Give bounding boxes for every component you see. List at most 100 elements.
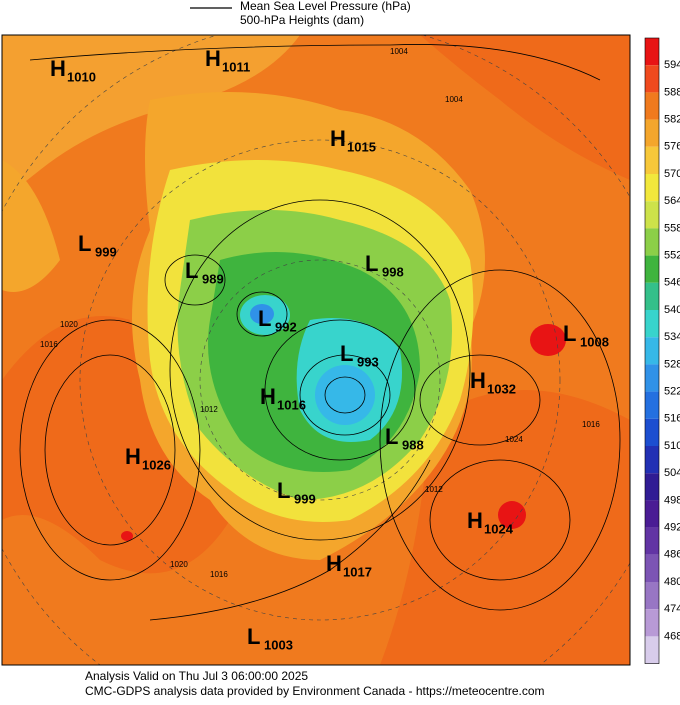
system-pressure: 1024 (484, 521, 514, 536)
isobar-label: 1004 (445, 95, 463, 104)
system-pressure: 1003 (264, 637, 293, 652)
isobar (169, 199, 471, 541)
isobar (149, 459, 431, 621)
colorbar-cell (645, 446, 659, 474)
system-letter: L (258, 306, 271, 331)
colorbar-label: 498 (664, 494, 680, 506)
height-region (420, 35, 630, 180)
colorbar-cell (645, 609, 659, 637)
colorbar-label: 528 (664, 358, 680, 370)
system-letter: H (467, 508, 483, 533)
colorbar-label: 534 (664, 331, 680, 343)
system-pressure: 1010 (67, 69, 96, 84)
colorbar-cell (645, 228, 659, 256)
isobar-label: 1020 (60, 320, 78, 329)
system-letter: L (340, 341, 353, 366)
colorbar-cell (645, 582, 659, 610)
height-region (121, 531, 133, 541)
isobar (44, 354, 176, 546)
system-pressure: 1015 (347, 139, 376, 154)
legend-pressure: Mean Sea Level Pressure (hPa) (240, 0, 411, 13)
colorbar-label: 570 (664, 168, 680, 180)
height-region (2, 35, 300, 200)
system-pressure: 999 (95, 244, 117, 259)
system-pressure: 1008 (580, 334, 609, 349)
colorbar-cell (645, 527, 659, 555)
colorbar-cell (645, 310, 659, 338)
system-letter: L (247, 624, 260, 649)
isobar (299, 354, 391, 436)
system-letter: H (260, 384, 276, 409)
colorbar-cell (645, 636, 659, 664)
colorbar-label: 510 (664, 440, 680, 452)
isobar-label: 1012 (425, 485, 443, 494)
height-region (250, 304, 274, 324)
footer-valid: Analysis Valid on Thu Jul 3 06:00:00 202… (85, 669, 308, 683)
system-pressure: 988 (402, 437, 424, 452)
footer-credit: CMC-GDPS analysis data provided by Envir… (85, 684, 545, 698)
system-letter: L (277, 478, 290, 503)
system-pressure: 1026 (142, 457, 171, 472)
system-letter: H (470, 368, 486, 393)
isobar-label: 1016 (40, 340, 58, 349)
system-pressure: 1032 (487, 381, 516, 396)
isobar-label: 1016 (582, 420, 600, 429)
colorbar-label: 480 (664, 576, 680, 588)
colorbar-label: 588 (664, 86, 680, 98)
map (1, 34, 631, 666)
colorbar-label: 474 (664, 603, 680, 615)
latitude-circle (199, 259, 441, 501)
colorbar-label: 558 (664, 222, 680, 234)
isobar (29, 44, 601, 81)
colorbar-cell (645, 92, 659, 120)
height-region (315, 365, 375, 425)
colorbar-label: 504 (664, 467, 680, 479)
isobar (429, 459, 571, 581)
colorbar-cell (645, 337, 659, 365)
height-region (2, 160, 60, 292)
system-pressure: 999 (294, 491, 316, 506)
colorbar-cell (645, 364, 659, 392)
colorbar-label: 486 (664, 549, 680, 561)
colorbar-label: 546 (664, 277, 680, 289)
colorbar-cell (645, 391, 659, 419)
system-pressure: 989 (202, 271, 224, 286)
colorbar-label: 552 (664, 250, 680, 262)
system-letter: L (385, 424, 398, 449)
colorbar-label: 540 (664, 304, 680, 316)
isobar-label: 1024 (505, 435, 523, 444)
isobar (324, 376, 366, 414)
isobar-label: 1016 (210, 570, 228, 579)
system-letter: H (205, 46, 221, 71)
system-pressure: 1016 (277, 397, 306, 412)
system-pressure: 998 (382, 264, 404, 279)
latitude-circle (79, 139, 561, 621)
system-pressure: 993 (357, 354, 379, 369)
system-pressure: 992 (275, 319, 297, 334)
isobar-label: 1004 (390, 47, 408, 56)
system-letter: H (330, 126, 346, 151)
isobar (19, 319, 201, 581)
isobar-label: 1020 (170, 560, 188, 569)
height-region (498, 501, 526, 529)
colorbar-cell (645, 174, 659, 202)
system-letter: H (326, 551, 342, 576)
system-letter: L (365, 251, 378, 276)
colorbar-cell (645, 473, 659, 501)
colorbar-cell (645, 201, 659, 229)
map-frame (1, 34, 631, 666)
system-letter: L (563, 321, 576, 346)
system-pressure: 1011 (222, 59, 250, 74)
isobar (236, 291, 288, 337)
colorbar-cell (645, 119, 659, 147)
colorbar-label: 516 (664, 413, 680, 425)
colorbar-label: 564 (664, 195, 680, 207)
isobar (419, 354, 541, 446)
colorbar: 594 588 582 576 570 564 558 552 546 540 534 528 522 5… (644, 37, 680, 664)
system-letter: H (125, 444, 141, 469)
isobar (379, 269, 621, 611)
colorbar-cell (645, 65, 659, 93)
colorbar-label: 492 (664, 522, 680, 534)
system-letter: L (78, 231, 91, 256)
